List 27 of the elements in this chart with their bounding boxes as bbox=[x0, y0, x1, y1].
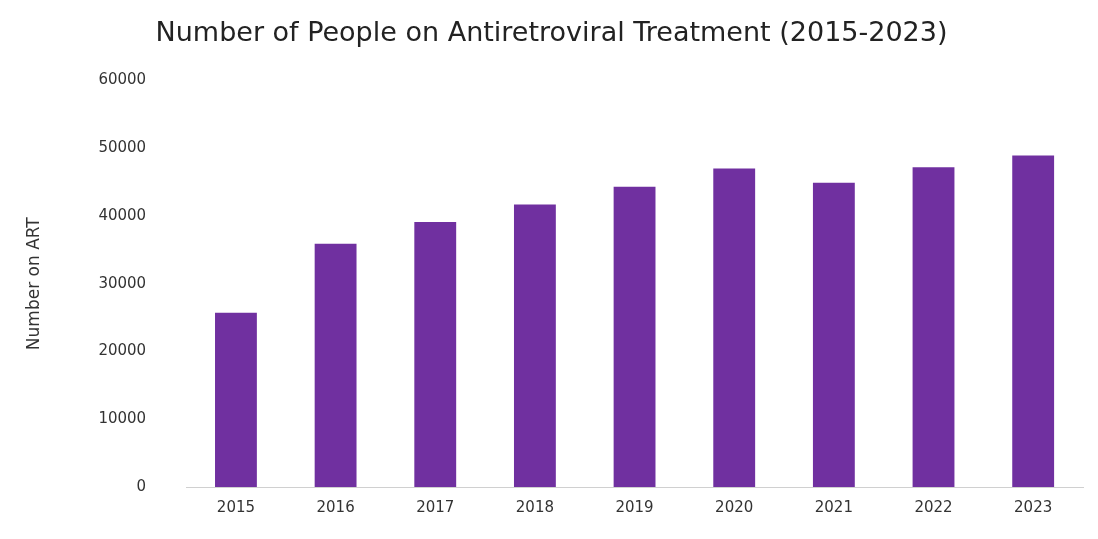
chart-title: Number of People on Antiretroviral Treatment (2015-2023) bbox=[155, 16, 948, 48]
bar bbox=[314, 243, 357, 487]
y-tick-label: 10000 bbox=[98, 409, 147, 428]
y-tick-label: 60000 bbox=[98, 70, 147, 89]
x-tick-label: 2021 bbox=[814, 497, 853, 516]
x-tick-label: 2016 bbox=[316, 497, 355, 516]
bar bbox=[613, 186, 656, 487]
bar bbox=[215, 312, 257, 487]
bar bbox=[912, 167, 955, 487]
x-tick-label: 2018 bbox=[515, 497, 554, 516]
x-tick-label: 2023 bbox=[1014, 497, 1053, 516]
y-tick-label: 30000 bbox=[98, 273, 147, 292]
y-tick-label: 0 bbox=[136, 476, 147, 495]
bar bbox=[812, 182, 855, 487]
x-tick-label: 2015 bbox=[216, 497, 256, 516]
y-tick-label: 50000 bbox=[98, 138, 147, 157]
x-tick-label: 2019 bbox=[615, 497, 654, 516]
y-tick-label: 20000 bbox=[98, 341, 147, 360]
x-tick-label: 2020 bbox=[715, 497, 754, 516]
bar bbox=[713, 168, 756, 487]
bar bbox=[1012, 155, 1055, 487]
x-tick-label: 2017 bbox=[416, 497, 455, 516]
bar bbox=[513, 204, 556, 487]
y-tick-label: 40000 bbox=[98, 205, 147, 224]
bar bbox=[414, 222, 457, 487]
y-axis-title: Number on ART bbox=[22, 216, 43, 351]
x-tick-label: 2022 bbox=[914, 497, 953, 516]
